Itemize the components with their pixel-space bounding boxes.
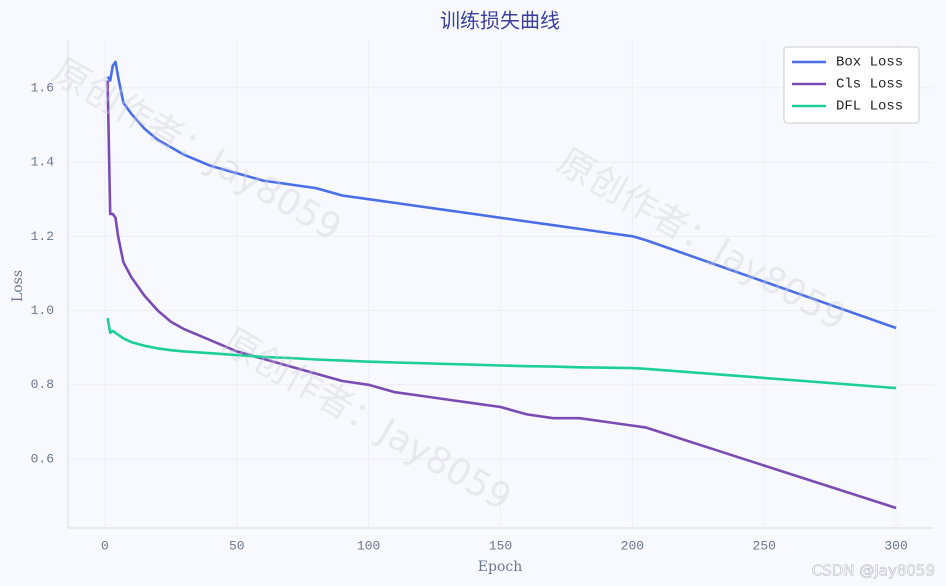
y-tick-label: 1.4 — [31, 155, 55, 170]
legend-label: Cls Loss — [836, 77, 903, 93]
x-tick-label: 200 — [621, 538, 644, 553]
x-tick-label: 300 — [884, 538, 907, 553]
y-axis-label: Loss — [10, 270, 26, 302]
y-tick-label: 1.2 — [31, 229, 54, 244]
x-axis-label: Epoch — [478, 559, 522, 575]
legend-box — [783, 46, 920, 124]
y-tick-label: 1.6 — [31, 80, 54, 95]
y-tick-label: 0.8 — [31, 377, 54, 392]
legend-label: Box Loss — [836, 55, 903, 71]
line — [106, 60, 897, 330]
plot-area: 0.6 0.8 1.0 1.2 1.4 1.6 0 50 100 150 200 250 300 Box … — [31, 40, 933, 553]
x-tick-label: 0 — [101, 538, 109, 553]
x-tick-label: 150 — [489, 538, 512, 553]
y-tick-label: 1.0 — [31, 303, 54, 318]
x-tick-label: 50 — [229, 538, 245, 553]
y-tick-label: 0.6 — [31, 451, 54, 466]
credit: CSDN @Jay8059 — [812, 562, 935, 580]
line — [106, 80, 897, 510]
line — [106, 317, 897, 390]
legend-label: DFL Loss — [836, 99, 903, 115]
legend: Box Loss Cls Loss DFL Loss — [783, 46, 920, 124]
chart-title: 训练损失曲线 — [440, 9, 560, 33]
x-tick-label: 100 — [357, 538, 380, 553]
x-tick-label: 250 — [753, 538, 776, 553]
